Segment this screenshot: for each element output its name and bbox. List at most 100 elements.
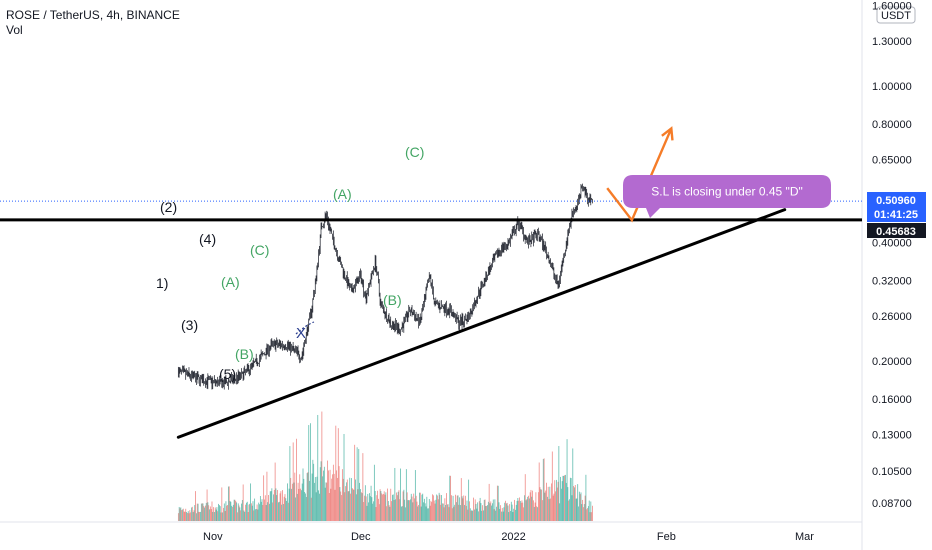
- volume-bar: [357, 489, 359, 521]
- volume-bar: [258, 502, 260, 521]
- volume-bar: [428, 499, 430, 521]
- volume-bar: [250, 483, 251, 521]
- volume-bar: [386, 506, 388, 521]
- volume-bar: [548, 499, 550, 521]
- volume-bar: [302, 468, 304, 521]
- volume-bar: [376, 495, 378, 521]
- volume-bar: [325, 482, 327, 521]
- volume-bar: [232, 506, 233, 521]
- volume-bar: [407, 500, 409, 521]
- level-price-badge: [867, 223, 926, 238]
- volume-bar: [506, 502, 508, 521]
- volume-bar: [300, 488, 301, 521]
- wave-label: (C): [250, 242, 269, 258]
- volume-bar: [360, 489, 361, 521]
- volume-bar: [569, 477, 571, 521]
- volume-bar: [411, 496, 413, 521]
- volume-bar: [469, 508, 471, 521]
- volume-bar: [183, 511, 185, 521]
- time-tick-label: Nov: [203, 531, 223, 543]
- volume-bar: [314, 477, 316, 521]
- volume-bar: [590, 501, 592, 521]
- volume-bar: [440, 504, 442, 521]
- volume-bar: [533, 506, 535, 521]
- volume-bar: [378, 504, 380, 521]
- volume-bar: [455, 502, 457, 521]
- wave-label: 1): [156, 275, 168, 291]
- volume-bar: [390, 488, 392, 521]
- volume-bar: [528, 498, 530, 521]
- price-tick-label: 0.08700: [872, 498, 912, 510]
- price-tick-label: 0.65000: [872, 155, 912, 167]
- volume-bar: [362, 453, 364, 521]
- price-tick-label: 0.80000: [872, 119, 912, 131]
- volume-bar: [565, 474, 566, 521]
- volume-bar: [181, 510, 183, 521]
- volume-bar: [478, 511, 479, 521]
- volume-bar: [382, 494, 384, 521]
- volume-bar: [193, 510, 195, 521]
- volume-bar: [405, 469, 407, 521]
- volume-bar: [556, 487, 558, 521]
- volume-bar: [406, 492, 408, 521]
- volume-bar: [378, 498, 379, 521]
- volume-bar: [293, 482, 295, 521]
- volume-bar: [471, 509, 473, 521]
- countdown-value: 01:41:25: [874, 209, 918, 221]
- level-price-label: 0.45683: [867, 223, 926, 238]
- volume-bar: [495, 510, 497, 521]
- volume-bar: [202, 503, 204, 521]
- projection-path: [606, 127, 673, 223]
- volume-bar: [214, 512, 215, 521]
- currency-label: USDT: [881, 10, 911, 22]
- volume-bar: [291, 483, 293, 521]
- time-tick-label: Mar: [795, 531, 814, 543]
- volume-bar: [544, 492, 546, 521]
- volume-bar: [309, 423, 311, 521]
- currency-badge[interactable]: [876, 6, 916, 24]
- volume-bar: [278, 501, 280, 521]
- volume-bar: [505, 503, 507, 521]
- volume-bar: [387, 488, 388, 521]
- price-tick-label: 0.10500: [872, 466, 912, 478]
- wave-label: (3): [181, 317, 198, 333]
- volume-bar: [180, 507, 182, 521]
- volume-bar: [504, 502, 506, 521]
- volume-bar: [372, 503, 374, 521]
- volume-bar: [355, 479, 356, 521]
- volume-bar: [443, 507, 445, 521]
- volume-bar: [554, 480, 556, 521]
- volume-bar: [552, 495, 554, 521]
- volume-bar: [416, 501, 418, 521]
- volume-bar: [450, 475, 452, 521]
- volume-bar: [305, 496, 307, 521]
- volume-bar: [365, 496, 367, 521]
- volume-indicator-label[interactable]: Vol: [6, 23, 23, 37]
- support-trendline: [176, 208, 787, 439]
- volume-bar: [432, 495, 434, 521]
- volume-bar: [324, 487, 326, 521]
- volume-bar: [374, 491, 376, 521]
- volume-bar: [236, 502, 237, 521]
- volume-bar: [579, 494, 581, 521]
- volume-bar: [561, 481, 563, 521]
- volume-bar: [401, 506, 403, 521]
- volume-bar: [283, 496, 285, 521]
- volume-bar: [419, 492, 421, 521]
- volume-bar: [401, 506, 402, 521]
- volume-bar: [542, 500, 543, 521]
- volume-bar: [591, 512, 593, 521]
- volume-bar: [447, 504, 449, 521]
- symbol-title[interactable]: ROSE / TetherUS, 4h, BINANCE: [6, 8, 180, 22]
- volume-bar: [211, 501, 213, 521]
- volume-bar: [515, 504, 517, 521]
- volume-bar: [569, 499, 570, 521]
- volume-bar: [472, 511, 474, 521]
- volume-bar: [319, 467, 321, 521]
- volume-bar: [314, 482, 315, 521]
- volume-bar: [224, 510, 226, 521]
- volume-bar: [587, 506, 589, 521]
- volume-bar: [316, 476, 318, 521]
- volume-bar: [244, 511, 246, 521]
